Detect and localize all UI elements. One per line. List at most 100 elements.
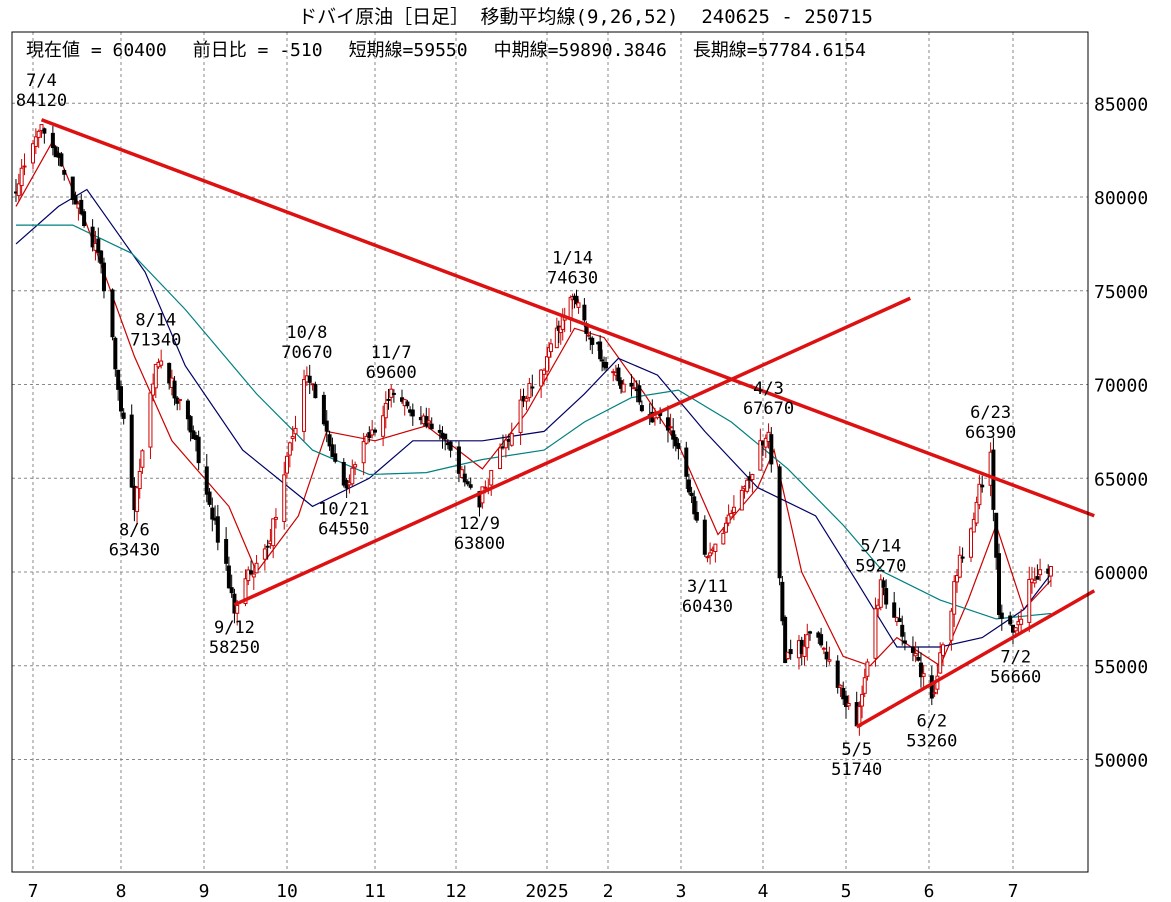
candle <box>285 452 289 479</box>
candle <box>629 374 634 397</box>
candle <box>758 428 763 471</box>
plot-frame <box>11 31 1089 873</box>
candle <box>527 377 532 402</box>
annotation-date: 6/23 <box>970 403 1011 423</box>
candle <box>246 566 251 586</box>
candle <box>148 392 153 459</box>
candle <box>175 396 180 411</box>
candle <box>686 473 691 495</box>
candle <box>910 636 915 662</box>
candle <box>713 543 718 563</box>
candle <box>721 527 726 545</box>
candle <box>668 413 673 436</box>
candle <box>941 642 945 666</box>
chart-title: ドバイ原油［日足］ 移動平均線(9,26,52) 240625 - 250715 <box>298 6 873 28</box>
annotation-value: 60430 <box>682 597 733 617</box>
candle <box>361 432 366 476</box>
candle <box>884 579 889 609</box>
candle <box>539 369 544 398</box>
x-tick-label: 7 <box>1008 881 1019 902</box>
candle <box>191 425 196 440</box>
candle <box>729 509 734 518</box>
candle <box>53 145 58 158</box>
candle <box>969 527 973 562</box>
candle <box>576 299 581 314</box>
annotation-value: 63800 <box>454 534 505 554</box>
annotation-date: 5/5 <box>841 740 872 760</box>
candle <box>702 515 707 557</box>
candle <box>808 630 813 641</box>
annotation-date: 8/14 <box>135 310 176 330</box>
candle <box>560 308 565 341</box>
trendline <box>855 589 1096 729</box>
candle <box>196 430 201 470</box>
candle <box>844 690 848 719</box>
candle <box>437 424 442 440</box>
moving-average-line <box>15 139 1052 667</box>
candle <box>892 591 897 618</box>
candle <box>16 173 21 202</box>
candle <box>524 395 529 411</box>
annotation-value: 64550 <box>318 520 369 540</box>
candle <box>290 426 295 451</box>
candle <box>344 477 349 498</box>
candle <box>665 405 670 443</box>
candle <box>542 367 547 386</box>
x-tick-label: 12 <box>445 881 467 902</box>
candle <box>745 477 750 494</box>
candle <box>402 398 407 416</box>
candle <box>530 374 535 397</box>
candle <box>637 380 642 405</box>
candle <box>671 418 676 449</box>
candle <box>271 518 276 559</box>
candle <box>994 512 999 570</box>
candle <box>1035 564 1040 580</box>
candle <box>955 569 959 593</box>
candle <box>788 639 793 660</box>
annotation-date: 1/14 <box>552 249 593 269</box>
candle <box>650 399 655 423</box>
candle <box>780 576 785 626</box>
candle <box>341 458 346 488</box>
candle <box>353 461 358 476</box>
annotation-value: 67670 <box>743 399 794 419</box>
annotation-date: 10/8 <box>286 323 327 343</box>
x-tick-label: 7 <box>28 881 39 902</box>
candle <box>265 539 270 560</box>
candle <box>518 388 523 445</box>
annotation-value: 51740 <box>831 760 882 780</box>
candle <box>846 695 851 710</box>
candle <box>229 574 234 598</box>
candle <box>443 433 448 451</box>
candle <box>254 555 259 574</box>
annotation-date: 5/14 <box>860 537 901 557</box>
candle <box>805 623 810 661</box>
candle <box>1038 558 1043 581</box>
candle <box>673 434 678 452</box>
candle <box>330 437 335 458</box>
trendline <box>40 118 1095 518</box>
candle <box>456 441 461 483</box>
candle <box>386 388 391 410</box>
candle <box>509 422 514 447</box>
candle <box>215 504 220 551</box>
annotation-value: 56660 <box>990 668 1041 688</box>
x-tick-label: 2 <box>603 881 614 902</box>
candle <box>19 159 24 196</box>
candle <box>465 479 470 487</box>
annotation-value: 69600 <box>366 363 417 383</box>
short-ma-value: 短期線=59550 <box>348 40 468 61</box>
candle <box>389 384 394 408</box>
candle <box>598 335 603 362</box>
x-tick-label: 8 <box>116 881 127 902</box>
candle <box>916 646 921 662</box>
candle <box>835 655 840 694</box>
